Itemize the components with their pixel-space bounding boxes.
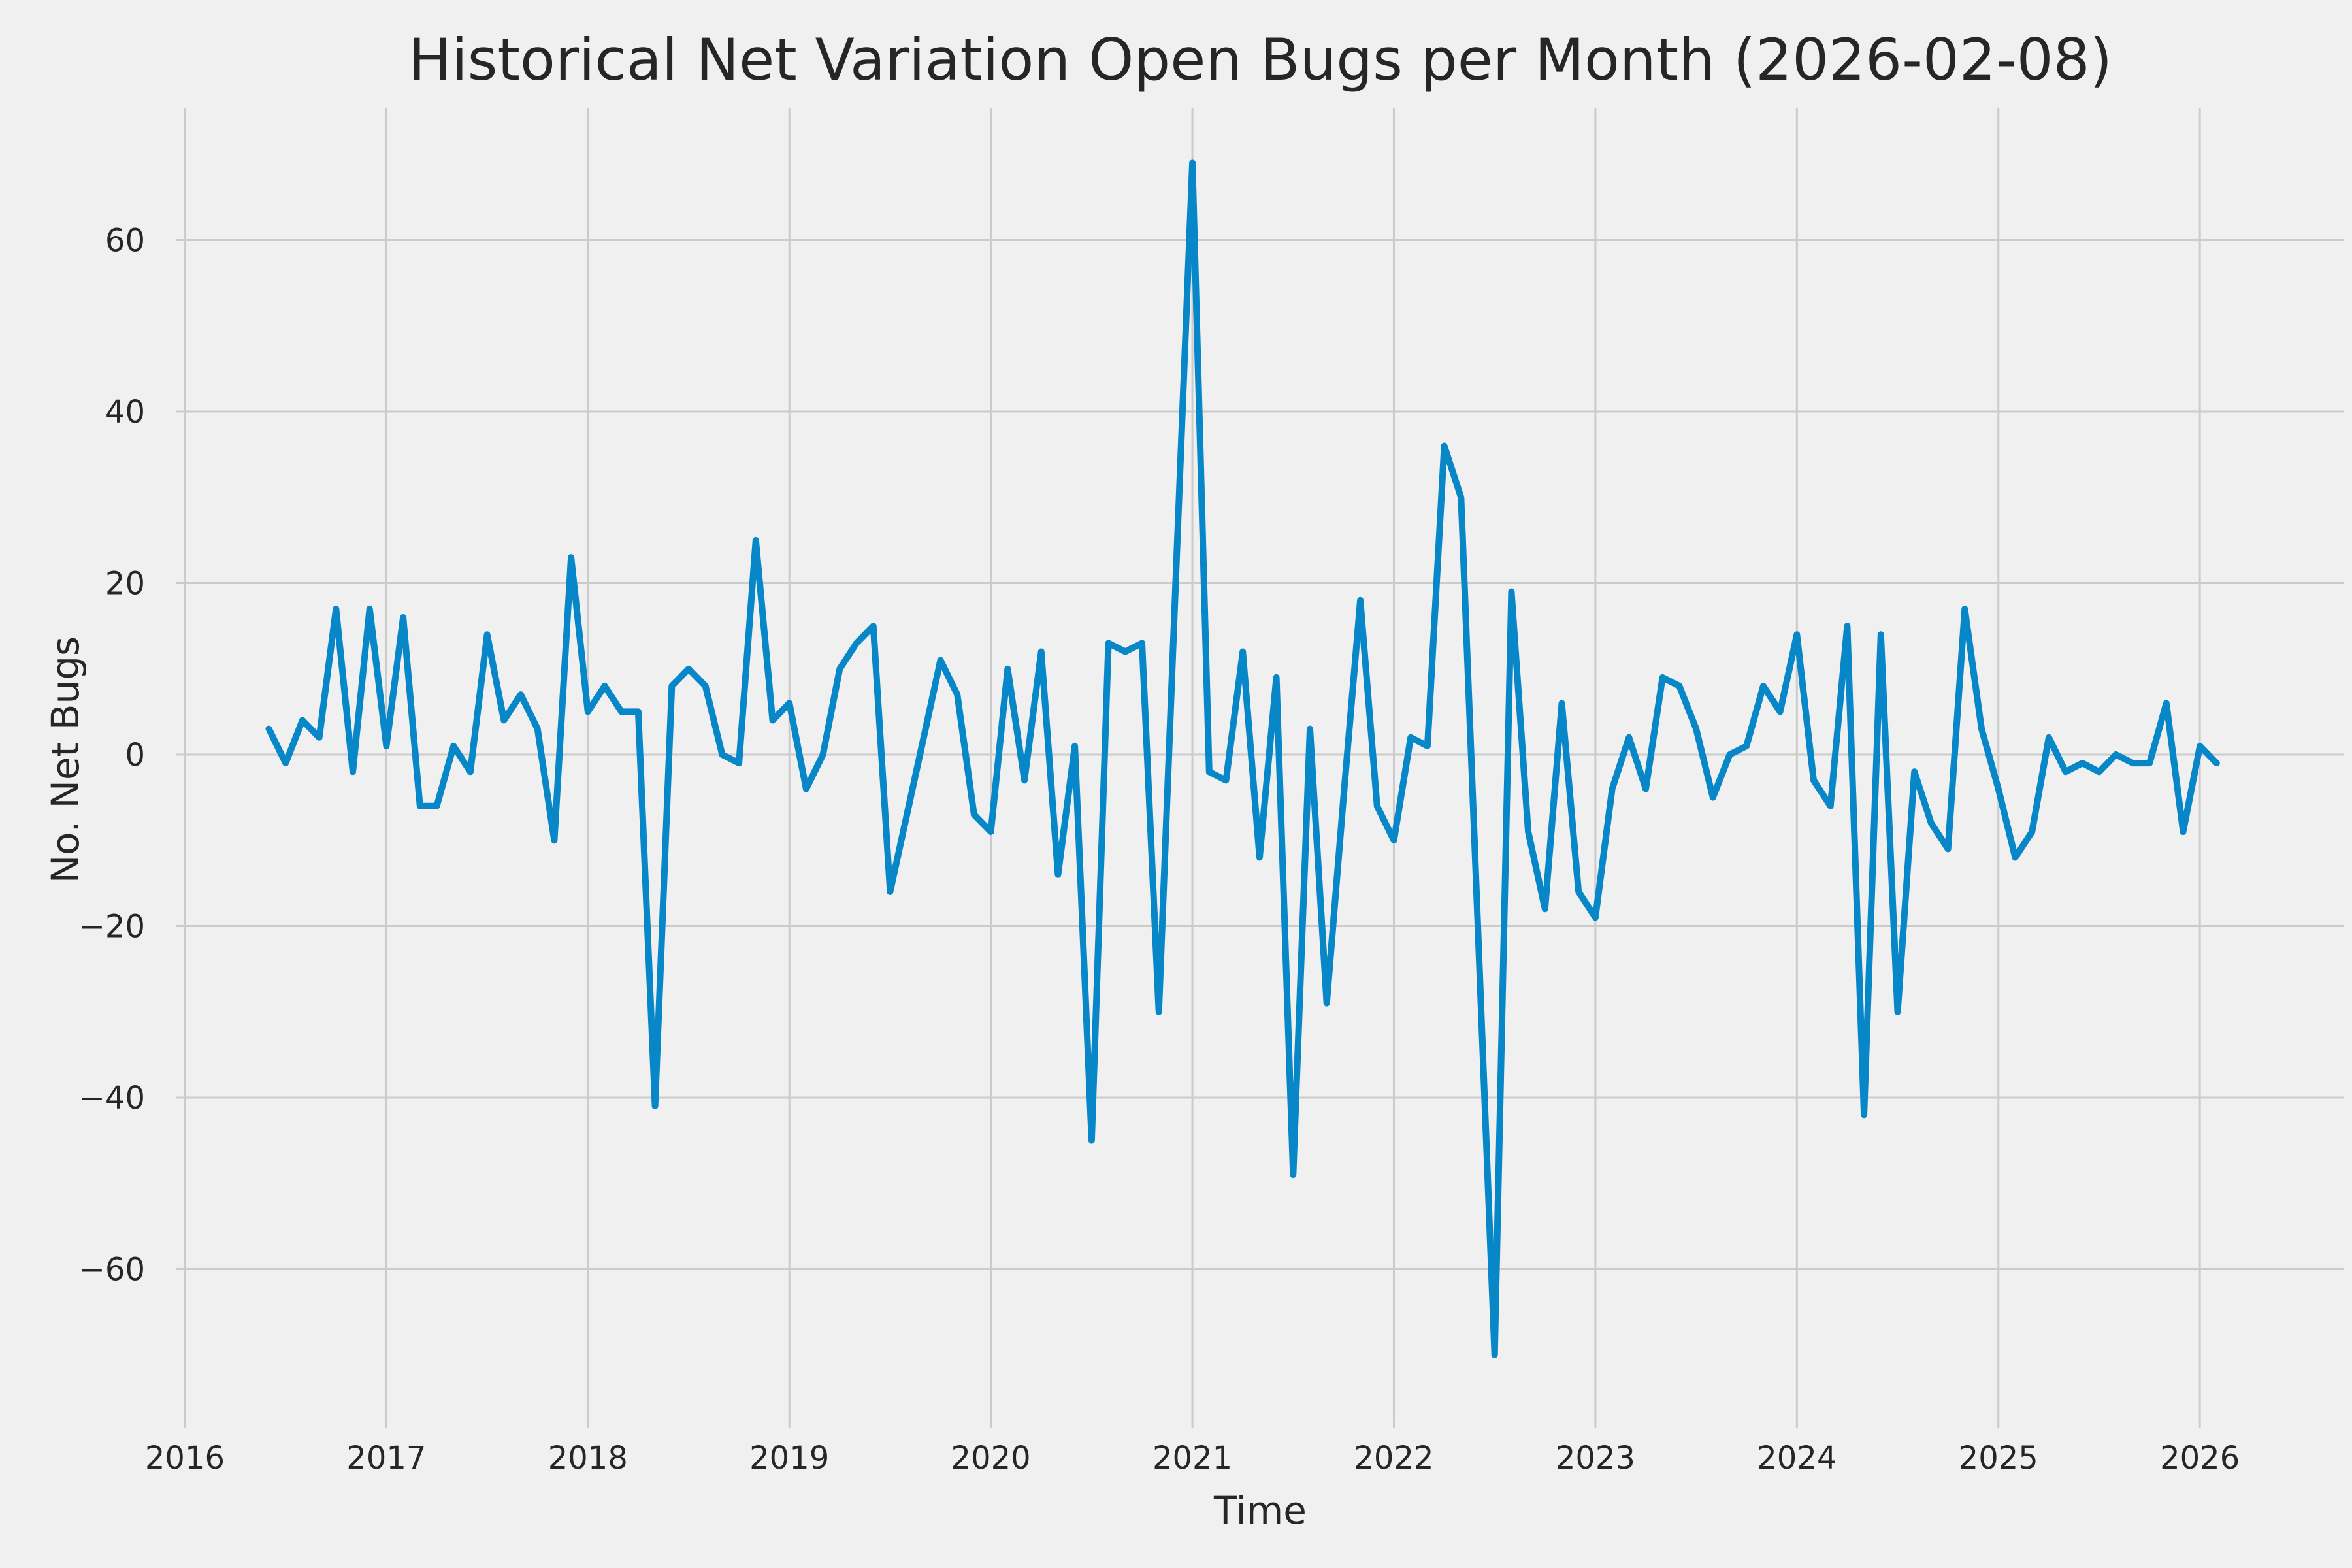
y-tick-label: −60	[79, 1252, 145, 1288]
series-line	[265, 159, 2220, 1358]
x-tick-label: 2024	[1757, 1440, 1837, 1477]
x-tick-label: 2026	[2160, 1440, 2240, 1477]
x-tick-label: 2020	[951, 1440, 1031, 1477]
x-tick-label: 2023	[1556, 1440, 1635, 1477]
x-tick-label: 2022	[1354, 1440, 1433, 1477]
y-tick-label: 0	[125, 737, 145, 774]
x-tick-label: 2016	[145, 1440, 225, 1477]
x-tick-label: 2019	[749, 1440, 829, 1477]
x-tick-label: 2021	[1152, 1440, 1232, 1477]
x-axis-label: Time	[1213, 1488, 1307, 1533]
grid-layer	[176, 108, 2344, 1428]
x-tick-label: 2017	[346, 1440, 426, 1477]
y-tick-label: −20	[79, 909, 145, 945]
y-tick-label: 60	[105, 223, 145, 259]
x-tick-label: 2018	[548, 1440, 628, 1477]
y-tick-label: 20	[105, 566, 145, 602]
y-tick-label: −40	[79, 1080, 145, 1117]
x-tick-label: 2025	[1959, 1440, 2038, 1477]
series-layer	[265, 159, 2220, 1358]
y-tick-label: 40	[105, 394, 145, 431]
chart-title: Historical Net Variation Open Bugs per M…	[408, 26, 2112, 93]
tick-label-layer: 2016 2017 2018 2019 2020 2021 2022 2023 2024 2025…	[79, 223, 2240, 1477]
y-axis-label: No. Net Bugs	[43, 636, 88, 884]
